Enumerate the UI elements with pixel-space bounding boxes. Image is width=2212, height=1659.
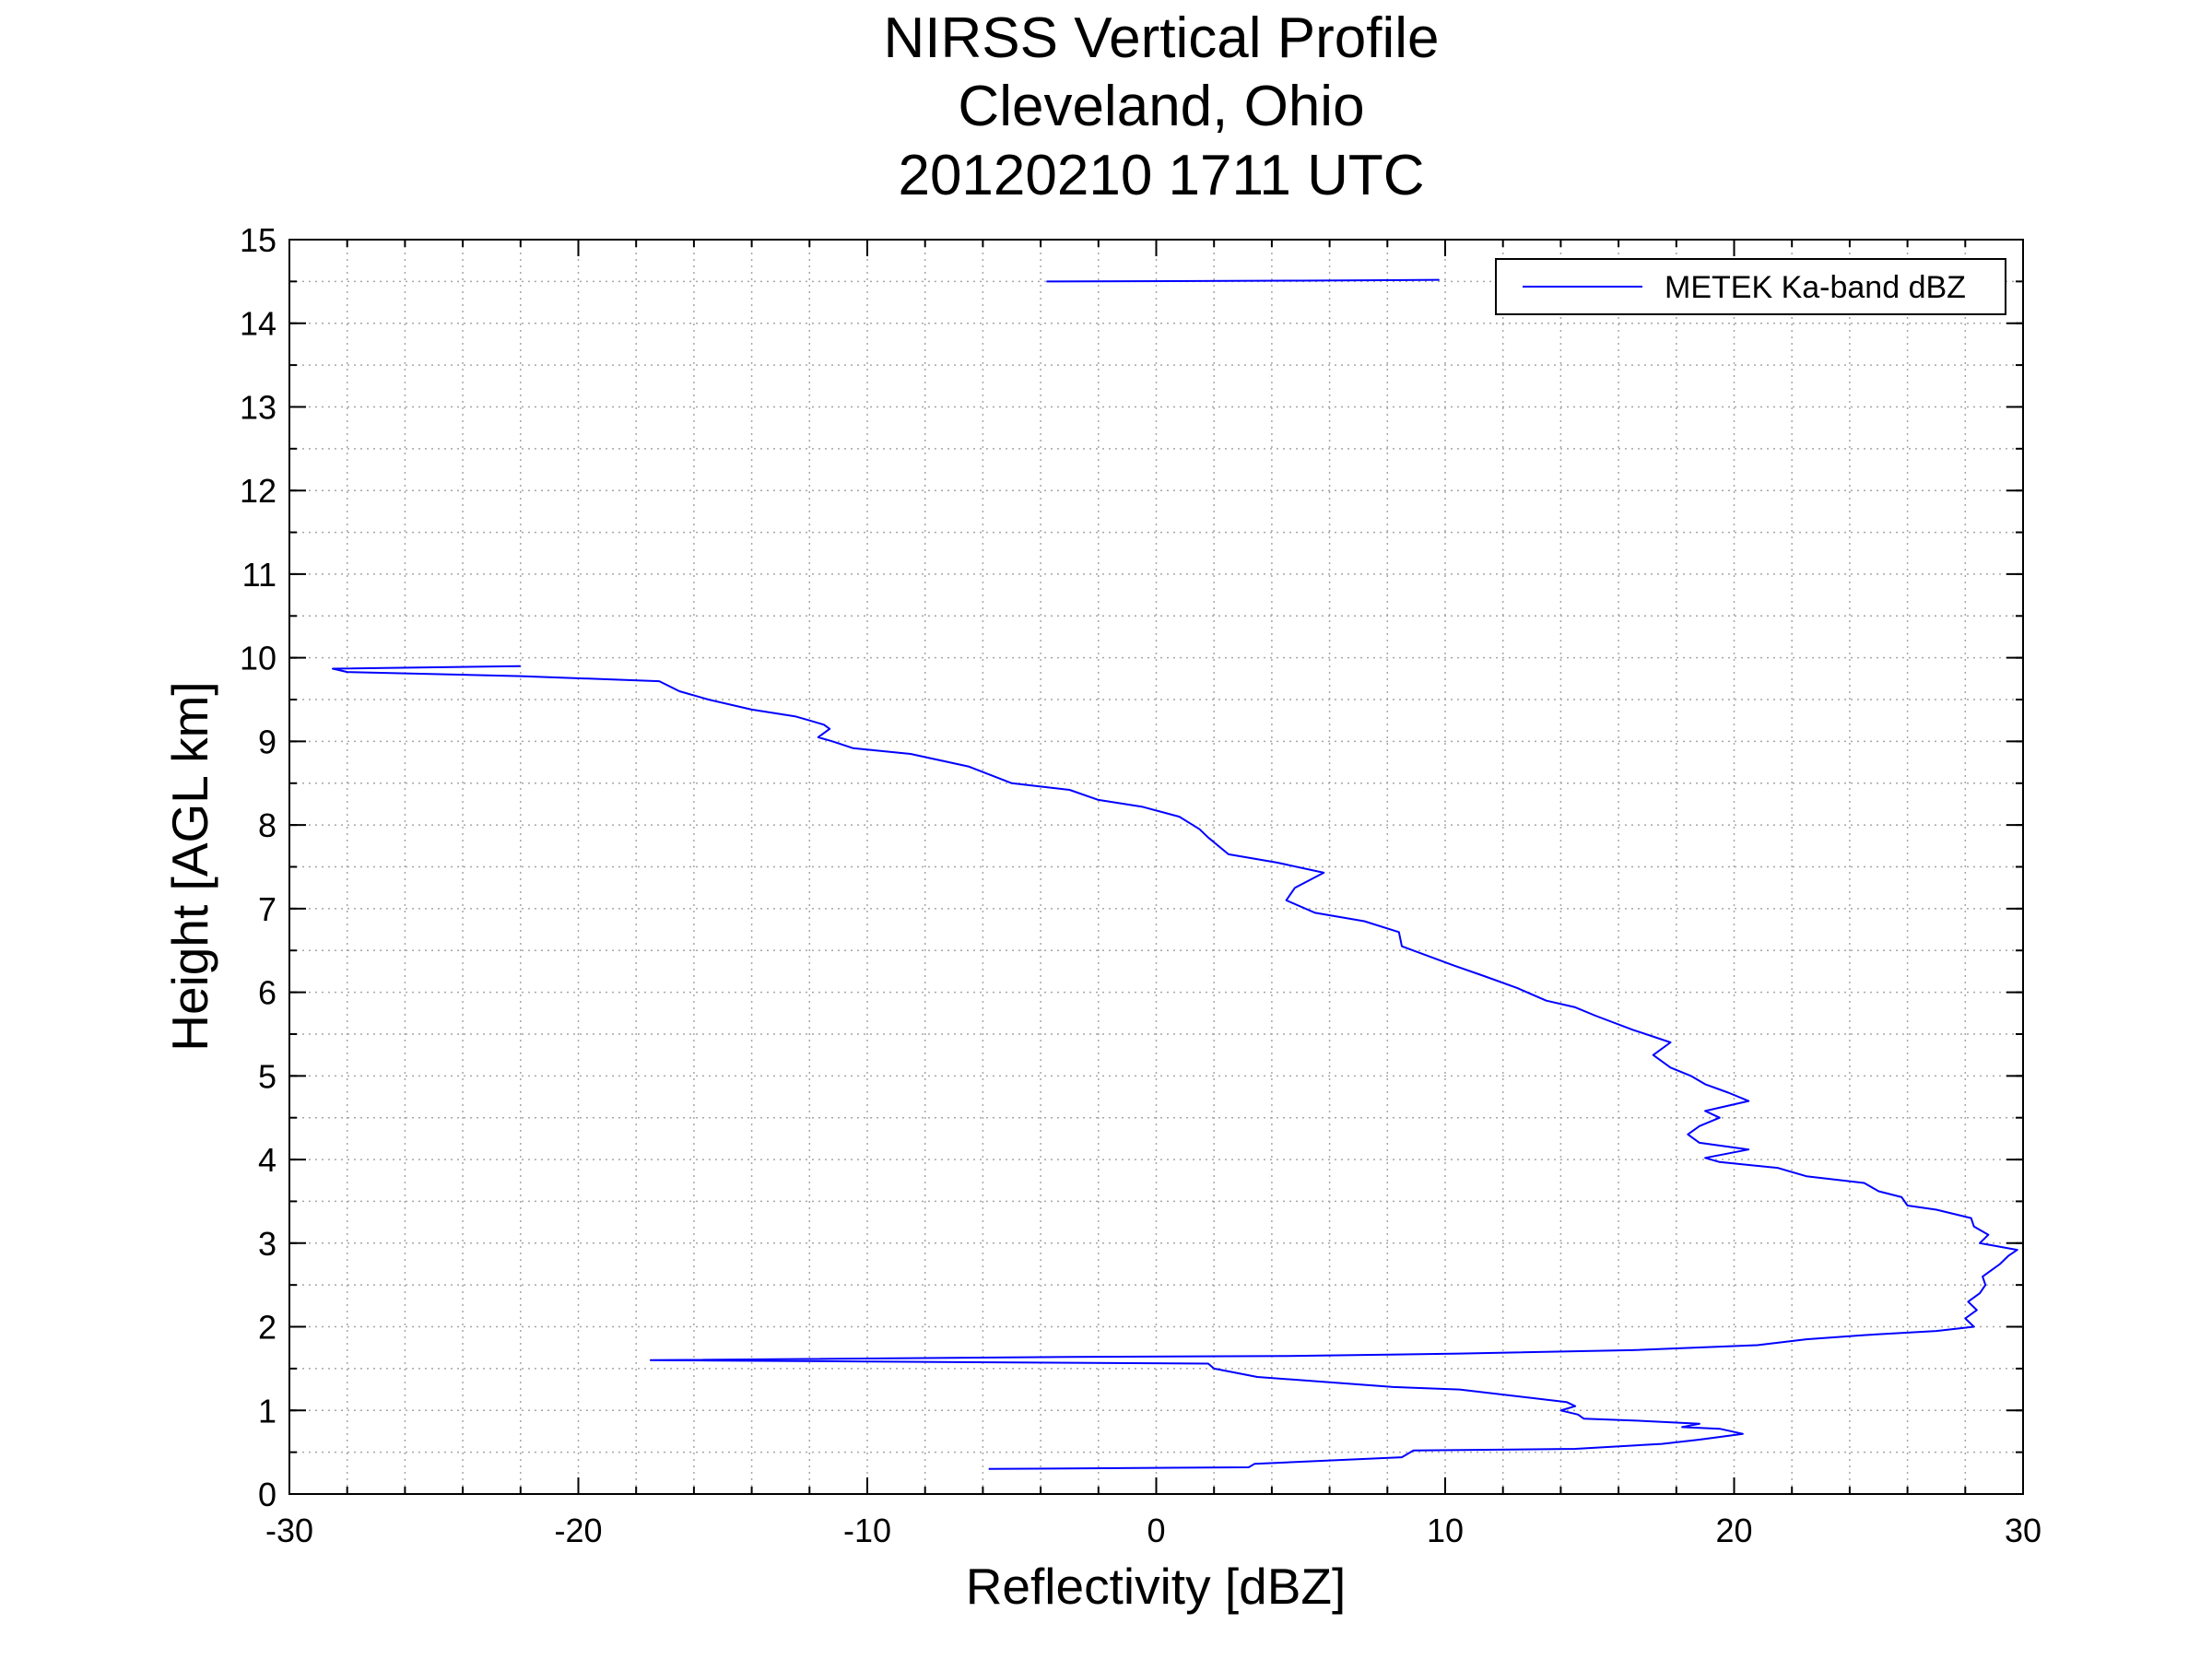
series-line-segment-1: [1046, 278, 1440, 283]
series-line-segment-0: [332, 665, 2018, 1470]
legend: METEK Ka-band dBZ: [1495, 258, 2006, 315]
y-axis-label: Height [AGL km]: [161, 681, 218, 1051]
chart-title-line-1: NIRSS Vertical Profile: [884, 6, 1440, 70]
y-tick-label: 6: [258, 974, 276, 1012]
grid: [289, 240, 2023, 1494]
y-tick-label: 5: [258, 1057, 276, 1095]
y-tick-label: 15: [240, 221, 276, 259]
y-tick-label: 13: [240, 388, 276, 426]
y-tick-label: 3: [258, 1225, 276, 1263]
x-tick-label: 30: [2005, 1512, 2041, 1549]
x-tick-label: 20: [1715, 1512, 1752, 1549]
legend-label: METEK Ka-band dBZ: [1665, 270, 1966, 305]
x-tick-label: -10: [843, 1512, 891, 1549]
x-tick-labels: -30 -20 -10 0 10 20 30: [265, 1512, 2041, 1549]
y-tick-label: 11: [242, 556, 276, 594]
chart-title-line-2: Cleveland, Ohio: [958, 75, 1364, 138]
x-tick-label: 10: [1427, 1512, 1464, 1549]
y-tick-label: 14: [240, 305, 276, 343]
y-tick-label: 9: [258, 723, 276, 760]
y-tick-label: 2: [258, 1309, 276, 1347]
x-tick-label: -30: [265, 1512, 313, 1549]
y-tick-label: 0: [258, 1476, 276, 1513]
y-tick-label: 1: [258, 1392, 276, 1430]
y-tick-label: 8: [258, 806, 276, 844]
y-tick-label: 4: [258, 1141, 276, 1179]
chart-title-line-3: 20120210 1711 UTC: [898, 144, 1424, 207]
x-tick-label: -20: [554, 1512, 602, 1549]
y-tick-label: 12: [240, 472, 276, 510]
x-tick-label: 0: [1147, 1512, 1165, 1549]
series-layer: [332, 278, 2018, 1470]
axis-ticks: [288, 239, 2024, 1495]
x-axis-label: Reflectivity [dBZ]: [966, 1558, 1347, 1615]
y-tick-label: 7: [258, 890, 276, 928]
y-tick-label: 10: [240, 640, 276, 677]
